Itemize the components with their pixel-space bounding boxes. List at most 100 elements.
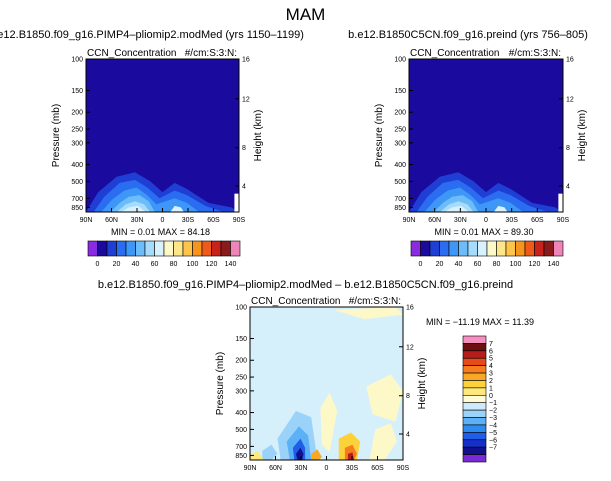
colorbar-tick-label: 20 <box>113 261 121 268</box>
x-tick-label: 60N <box>269 465 282 472</box>
field-label: CCN_Concentration <box>251 296 341 307</box>
x-tick-label: 90S <box>557 217 570 224</box>
y2-tick-label: 4 <box>566 183 570 190</box>
units-label: #/cm:S:3:N: <box>349 296 401 307</box>
contour-band-7 <box>493 205 508 212</box>
units-label: #/cm:S:3:N: <box>185 48 237 59</box>
colorbar-swatch <box>496 240 507 257</box>
colorbar-tick-label: 80 <box>493 261 501 268</box>
x-tick-label: 60N <box>105 217 118 224</box>
y-tick-label: 150 <box>235 336 247 343</box>
colorbar-tick-label: −3 <box>489 415 497 422</box>
colorbar-swatch <box>192 240 203 257</box>
y-tick-label: 150 <box>394 88 406 95</box>
y2-tick-label: 16 <box>242 57 250 64</box>
panel-title: b.e12.B1850.f09_g16.PIMP4–pliomip2.modMe… <box>0 29 304 41</box>
y-tick-label: 100 <box>394 57 406 64</box>
colorbar-swatch <box>462 365 487 374</box>
y-tick-label: 100 <box>71 57 83 64</box>
x-tick-label: 0 <box>484 217 488 224</box>
x-tick-label: 30S <box>505 217 518 224</box>
colorbar-swatch <box>462 357 487 366</box>
x-tick-label: 60N <box>428 217 441 224</box>
colorbar-swatch <box>220 240 231 257</box>
y-tick-label: 150 <box>71 88 83 95</box>
y2-tick-label: 4 <box>406 431 410 438</box>
colorbar-swatch <box>448 240 459 257</box>
colorbar-swatch <box>462 387 487 396</box>
colorbar-swatch <box>462 350 487 359</box>
missing-data-region <box>234 193 239 212</box>
x-tick-label: 30N <box>295 465 308 472</box>
colorbar-swatch <box>462 343 487 352</box>
x-tick-label: 90S <box>233 217 246 224</box>
colorbar-swatch <box>211 240 222 257</box>
y-axis-title: Pressure (mb) <box>51 104 62 167</box>
colorbar-swatch <box>462 432 487 441</box>
y-tick-label: 300 <box>235 388 247 395</box>
panel-2: b.e12.B1850C5CN.f09_g16.preind (yrs 756–… <box>348 29 588 268</box>
colorbar-tick-label: 140 <box>225 261 237 268</box>
y-tick-label: 250 <box>394 127 406 134</box>
colorbar-swatch <box>462 380 487 389</box>
y-tick-label: 700 <box>235 444 247 451</box>
colorbar-swatch <box>163 240 174 257</box>
y-tick-label: 850 <box>394 205 406 212</box>
colorbar-swatch <box>458 240 469 257</box>
y2-axis-title: Height (km) <box>253 110 264 162</box>
y-tick-label: 200 <box>71 110 83 117</box>
colorbar-swatch <box>154 240 165 257</box>
colorbar-tick-label: −5 <box>489 430 497 437</box>
y-axis-title: Pressure (mb) <box>374 104 385 167</box>
colorbar-tick-label: 5 <box>489 356 493 363</box>
colorbar-swatch <box>462 439 487 448</box>
y-tick-label: 850 <box>71 205 83 212</box>
page-title: MAM <box>286 5 326 24</box>
x-tick-label: 60S <box>531 217 544 224</box>
colorbar-tick-label: 0 <box>96 261 100 268</box>
colorbar-swatch <box>462 335 487 344</box>
contour-field <box>250 307 403 460</box>
y2-tick-label: 8 <box>242 145 246 152</box>
colorbar-swatch <box>467 240 478 257</box>
y-tick-label: 250 <box>71 127 83 134</box>
colorbar-tick-label: 0 <box>489 393 493 400</box>
contour-band-2 <box>366 374 403 422</box>
colorbar-swatch <box>429 240 440 257</box>
colorbar-swatch <box>462 409 487 418</box>
y-tick-label: 500 <box>394 179 406 186</box>
x-tick-label: 30S <box>346 465 359 472</box>
field-label: CCN_Concentration <box>87 48 177 59</box>
colorbar-tick-label: 2 <box>489 378 493 385</box>
y-tick-label: 400 <box>71 162 83 169</box>
y-tick-label: 200 <box>394 110 406 117</box>
colorbar-swatch <box>201 240 212 257</box>
colorbar-tick-label: −2 <box>489 408 497 415</box>
colorbar-swatch <box>125 240 136 257</box>
min-max-stats: MIN = −11.19 MAX = 11.39 <box>426 317 534 327</box>
y2-axis-title: Height (km) <box>577 110 588 162</box>
colorbar-tick-label: 60 <box>474 261 482 268</box>
min-max-stats: MIN = 0.01 MAX = 89.30 <box>434 227 533 237</box>
x-tick-label: 30N <box>454 217 467 224</box>
y-tick-label: 400 <box>394 162 406 169</box>
colorbar-swatch <box>97 240 108 257</box>
colorbar-swatch <box>515 240 526 257</box>
contour-band-11 <box>344 444 358 460</box>
colorbar-swatch <box>553 240 564 257</box>
contour-band-4 <box>369 423 397 460</box>
colorbar-tick-label: 1 <box>489 385 493 392</box>
contour-band-3 <box>320 392 338 453</box>
colorbar-tick-label: −6 <box>489 437 497 444</box>
y-tick-label: 300 <box>71 140 83 147</box>
contour-band-6 <box>444 205 470 212</box>
colorbar-swatch <box>477 240 488 257</box>
y2-tick-label: 12 <box>406 344 414 351</box>
colorbar-tick-label: 40 <box>455 261 463 268</box>
y-tick-label: 400 <box>235 410 247 417</box>
colorbar-swatch <box>462 394 487 404</box>
colorbar-tick-label: −1 <box>489 400 497 407</box>
y2-tick-label: 16 <box>406 305 414 312</box>
contour-band-14 <box>311 449 322 460</box>
y-tick-label: 500 <box>235 427 247 434</box>
